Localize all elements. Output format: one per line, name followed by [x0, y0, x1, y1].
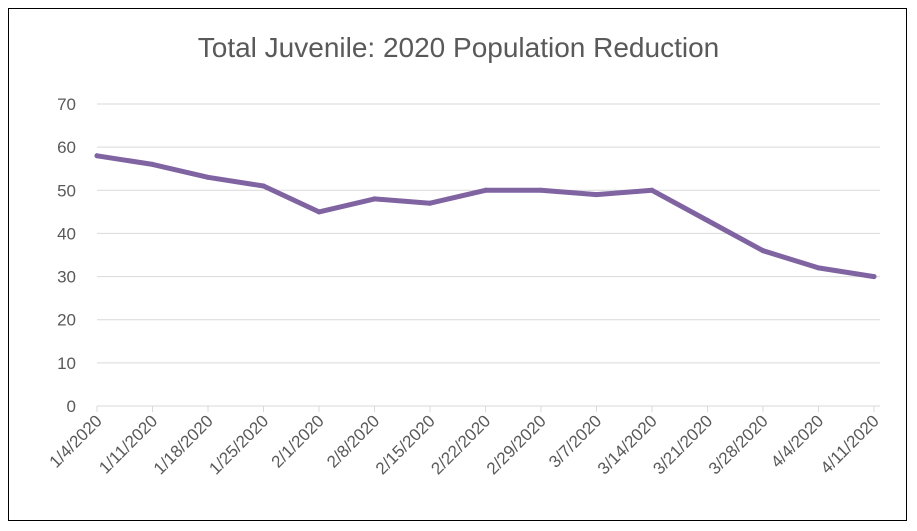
x-tick-label: 3/21/2020 — [649, 411, 716, 478]
data-point — [649, 187, 655, 193]
chart-title: Total Juvenile: 2020 Population Reductio… — [197, 32, 720, 63]
data-point — [538, 187, 544, 193]
y-tick-label: 10 — [57, 354, 76, 373]
data-point — [871, 274, 877, 280]
data-point — [705, 217, 710, 223]
data-point — [760, 248, 766, 254]
data-point — [150, 161, 155, 167]
data-point — [205, 174, 211, 180]
data-point — [816, 265, 821, 271]
series-line — [94, 153, 877, 280]
data-point — [316, 209, 322, 215]
x-tick-label: 3/28/2020 — [705, 411, 772, 478]
data-point — [372, 196, 377, 202]
y-tick-label: 20 — [57, 311, 76, 330]
data-point — [483, 187, 488, 193]
x-tick-label: 2/22/2020 — [427, 411, 494, 478]
chart-frame — [8, 8, 907, 521]
y-tick-label: 0 — [67, 397, 76, 416]
data-point — [594, 192, 599, 198]
y-tick-label: 30 — [57, 268, 76, 287]
x-tick-label: 2/15/2020 — [372, 411, 439, 478]
x-tick-label: 2/1/2020 — [268, 411, 328, 471]
y-tick-label: 50 — [57, 181, 76, 200]
x-tick-label: 4/11/2020 — [817, 411, 883, 477]
y-tick-label: 70 — [57, 95, 76, 114]
x-tick-label: 3/14/2020 — [594, 411, 661, 478]
data-point — [261, 183, 266, 189]
data-point — [427, 200, 433, 206]
x-tick-label: 1/18/2020 — [150, 411, 217, 478]
x-tick-label: 2/29/2020 — [483, 411, 550, 478]
y-tick-label: 40 — [57, 224, 76, 243]
data-point — [94, 153, 100, 159]
y-tick-label: 60 — [57, 138, 76, 157]
x-tick-label: 1/25/2020 — [205, 411, 272, 478]
